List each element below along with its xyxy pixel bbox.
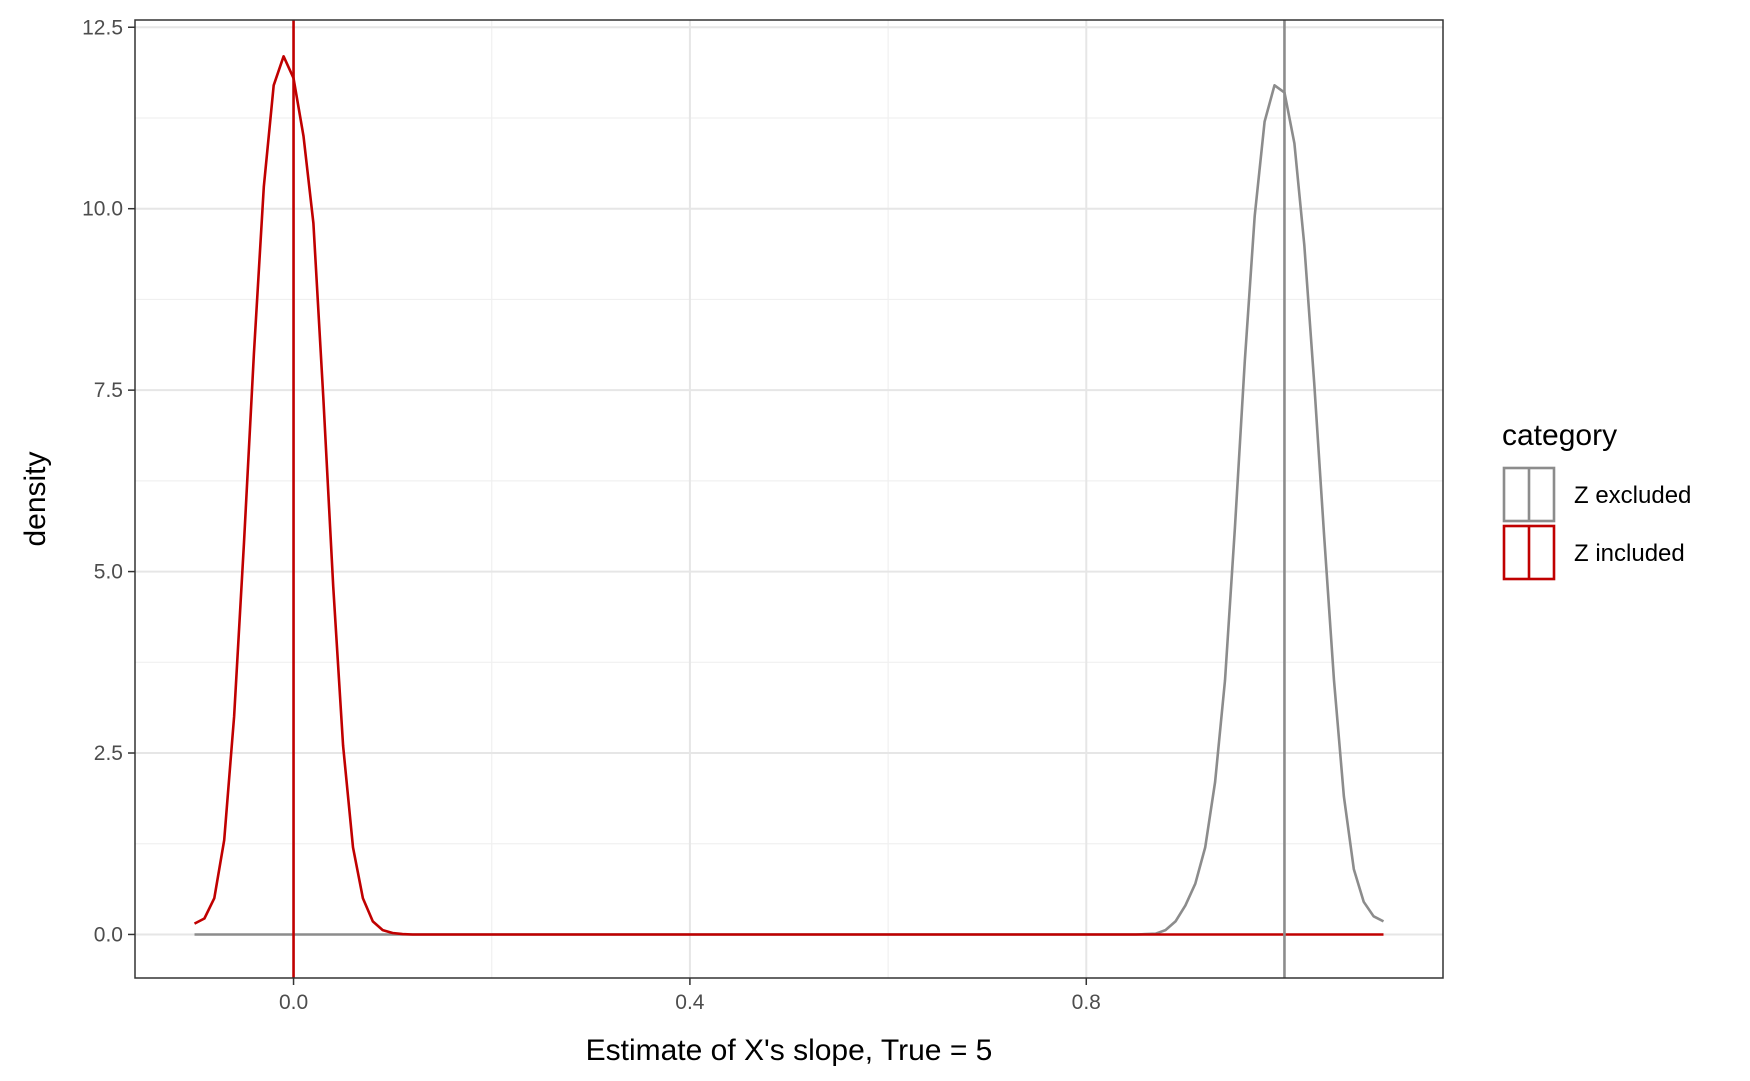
density-curve-1: [193, 55, 1384, 936]
y-axis-ticks: 0.0 2.5 5.0 7.5 10.0 12.5: [82, 16, 135, 946]
series-layer: [193, 20, 1385, 978]
density-curve-0: [194, 84, 1385, 936]
x-axis-title: Estimate of X's slope, True = 5: [586, 1034, 993, 1067]
legend-label: Z included: [1574, 540, 1685, 567]
x-tick-label: 0.0: [279, 991, 308, 1014]
y-tick-label: 0.0: [94, 923, 123, 946]
y-tick-label: 10.0: [82, 198, 123, 221]
x-tick-label: 0.8: [1072, 991, 1101, 1014]
legend-label: Z excluded: [1574, 482, 1691, 509]
y-tick-label: 2.5: [94, 742, 123, 765]
y-tick-label: 5.0: [94, 561, 123, 584]
x-tick-label: 0.4: [675, 991, 705, 1014]
legend: category Z excluded Z included: [1502, 419, 1691, 581]
panel-background: [135, 20, 1443, 978]
x-axis-ticks: 0.0 0.4 0.8: [279, 978, 1101, 1014]
legend-title: category: [1502, 419, 1617, 452]
y-tick-label: 7.5: [94, 379, 123, 402]
y-axis-title: density: [19, 451, 52, 546]
panel-border: [134, 19, 1444, 979]
y-tick-label: 12.5: [82, 16, 123, 39]
